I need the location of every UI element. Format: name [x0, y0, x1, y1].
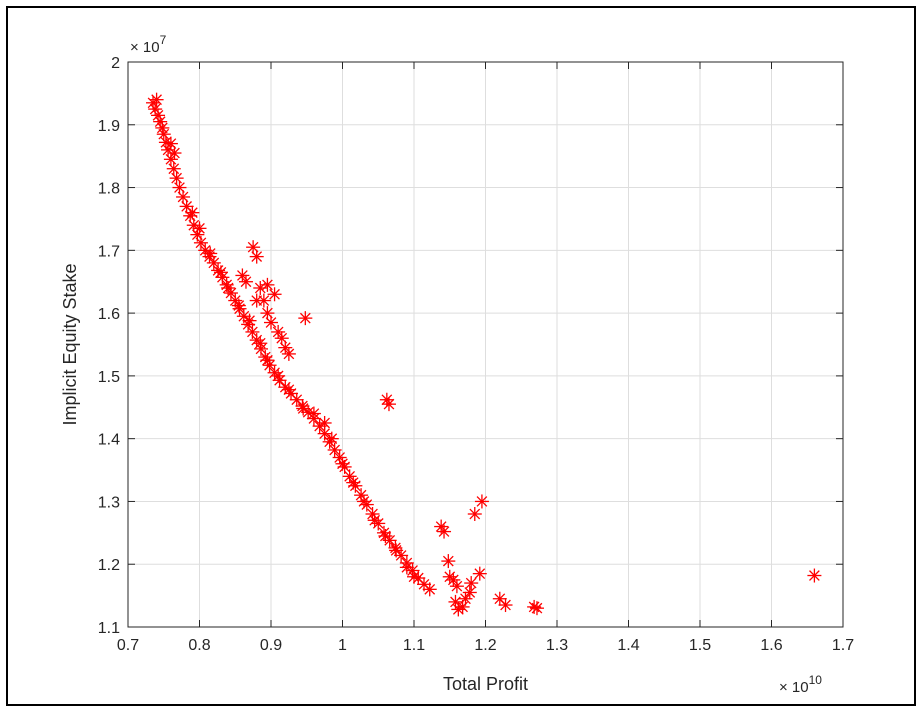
data-point — [458, 591, 473, 606]
data-point — [474, 494, 489, 509]
data-point — [193, 235, 208, 250]
ticks: 0.7 0.8 0.9 1 1.1 1.2 1.3 1.4 1.5 1.6 1.7 1.1 1.2 1.3… — [98, 55, 854, 654]
y-axis-label: Implicit Equity Stake — [60, 263, 80, 425]
data-point — [296, 401, 311, 416]
data-point — [166, 161, 181, 176]
x-exponent-prefix: × 10 — [779, 679, 809, 696]
data-point — [231, 298, 246, 313]
data-point — [264, 315, 278, 330]
data-point — [172, 180, 187, 195]
data-point — [399, 560, 414, 575]
data-point — [306, 406, 321, 421]
data-point — [346, 475, 361, 490]
data-point — [176, 189, 191, 204]
data-point — [221, 281, 236, 295]
data-point — [155, 120, 170, 135]
y-tick-label: 2 — [111, 55, 120, 72]
x-tick-label: 1.1 — [403, 637, 425, 654]
y-tick-label: 1.4 — [98, 432, 120, 449]
data-point — [317, 415, 332, 430]
data-point — [367, 513, 382, 528]
y-tick-label: 1.7 — [98, 243, 120, 260]
data-point — [249, 249, 264, 264]
data-point — [167, 146, 182, 161]
y-exponent-label: × 107 — [130, 33, 167, 56]
data-point — [462, 585, 477, 600]
data-point — [324, 431, 339, 446]
data-point — [356, 494, 371, 509]
data-point — [253, 336, 268, 351]
data-point — [249, 293, 264, 308]
data-point — [148, 102, 163, 117]
data-point — [271, 368, 286, 383]
figure-frame — [6, 6, 916, 706]
data-point — [464, 576, 479, 591]
data-point — [242, 313, 257, 328]
data-point — [327, 442, 342, 457]
data-point — [388, 540, 403, 555]
x-tick-label: 0.7 — [117, 637, 139, 654]
data-point — [274, 331, 289, 346]
data-point — [213, 265, 228, 280]
data-point — [185, 205, 200, 220]
data-point — [389, 543, 404, 558]
data-point — [281, 346, 296, 361]
y-exponent-prefix: × 10 — [130, 39, 160, 56]
x-tick-label: 1.3 — [546, 637, 568, 654]
y-exponent-power: 7 — [160, 33, 167, 47]
x-tick-label: 1.6 — [760, 637, 782, 654]
x-tick-label: 0.9 — [260, 637, 282, 654]
y-tick-label: 1.8 — [98, 181, 120, 198]
data-point — [169, 171, 184, 186]
data-point — [298, 311, 313, 326]
y-tick-label: 1.6 — [98, 306, 120, 323]
x-axis-label: Total Profit — [443, 674, 528, 694]
data-point — [378, 528, 393, 543]
data-point — [260, 353, 275, 368]
y-tick-label: 1.1 — [98, 620, 120, 637]
y-tick-label: 1.2 — [98, 557, 120, 574]
x-tick-label: 0.8 — [188, 637, 210, 654]
data-point — [260, 277, 275, 292]
grid — [127, 61, 844, 628]
data-point — [449, 579, 464, 594]
data-point — [238, 274, 253, 289]
data-point — [267, 287, 282, 302]
data-point — [317, 426, 332, 441]
data-point — [246, 240, 261, 255]
x-exponent-power: 10 — [809, 673, 823, 687]
x-tick-label: 1.2 — [474, 637, 496, 654]
x-tick-label: 1.7 — [832, 637, 854, 654]
data-point — [437, 524, 452, 539]
y-tick-label: 1.9 — [98, 118, 120, 135]
data-point — [498, 598, 513, 613]
data-point — [381, 397, 396, 412]
data-point — [407, 569, 421, 584]
x-tick-label: 1.5 — [689, 637, 711, 654]
data-point — [467, 507, 482, 521]
data-point — [206, 255, 221, 270]
x-tick-label: 1.4 — [617, 637, 639, 654]
data-point — [156, 127, 171, 142]
data-point — [335, 456, 350, 471]
data-point — [807, 568, 822, 583]
data-point — [441, 554, 456, 569]
data-point — [422, 582, 437, 597]
data-point — [529, 601, 544, 616]
x-exponent-label: × 1010 — [779, 673, 822, 696]
data-points — [146, 92, 822, 617]
x-tick-label: 1 — [338, 637, 347, 654]
data-point — [472, 566, 487, 581]
y-tick-label: 1.3 — [98, 494, 120, 511]
data-point — [163, 136, 178, 151]
data-point — [149, 92, 164, 107]
data-point — [245, 324, 260, 339]
data-point — [192, 221, 207, 236]
data-point — [186, 218, 201, 233]
y-tick-label: 1.5 — [98, 369, 120, 386]
data-point — [260, 306, 275, 321]
data-point — [203, 246, 218, 261]
data-point — [281, 382, 296, 397]
